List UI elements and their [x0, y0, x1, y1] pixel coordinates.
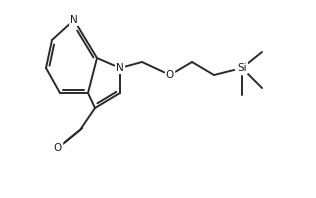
Text: Si: Si [237, 63, 247, 73]
Text: O: O [54, 143, 62, 153]
Text: N: N [70, 15, 78, 25]
Text: N: N [116, 63, 124, 73]
Text: O: O [166, 70, 174, 80]
